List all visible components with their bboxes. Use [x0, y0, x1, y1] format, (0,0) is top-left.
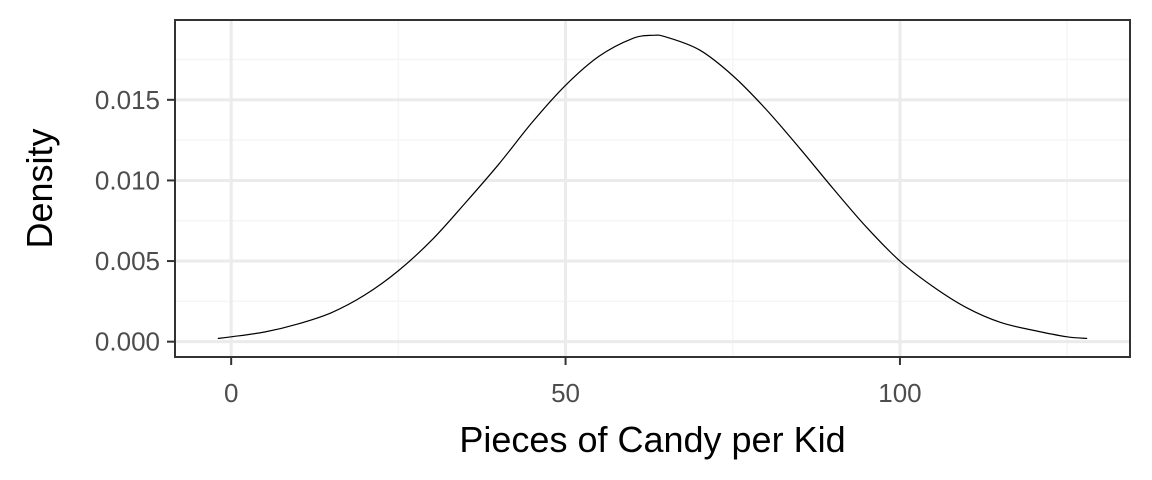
x-tick-label: 50 — [551, 378, 580, 408]
x-axis: 0 50 100 — [224, 357, 922, 408]
x-tick-label: 100 — [878, 378, 921, 408]
x-tick-label: 0 — [224, 378, 238, 408]
x-axis-title: Pieces of Candy per Kid — [459, 419, 845, 460]
panel-background — [175, 20, 1130, 357]
y-tick-label: 0.015 — [95, 85, 160, 115]
density-series — [217, 34, 1088, 340]
y-axis: 0.000 0.005 0.010 0.015 — [95, 85, 175, 357]
panel-border — [174, 19, 1131, 358]
y-axis-title: Density — [19, 128, 60, 248]
density-line — [217, 34, 1088, 340]
major-gridlines — [175, 20, 1130, 357]
minor-gridlines — [175, 20, 1130, 357]
y-tick-label: 0.010 — [95, 165, 160, 195]
y-tick-label: 0.005 — [95, 246, 160, 276]
y-tick-label: 0.000 — [95, 327, 160, 357]
